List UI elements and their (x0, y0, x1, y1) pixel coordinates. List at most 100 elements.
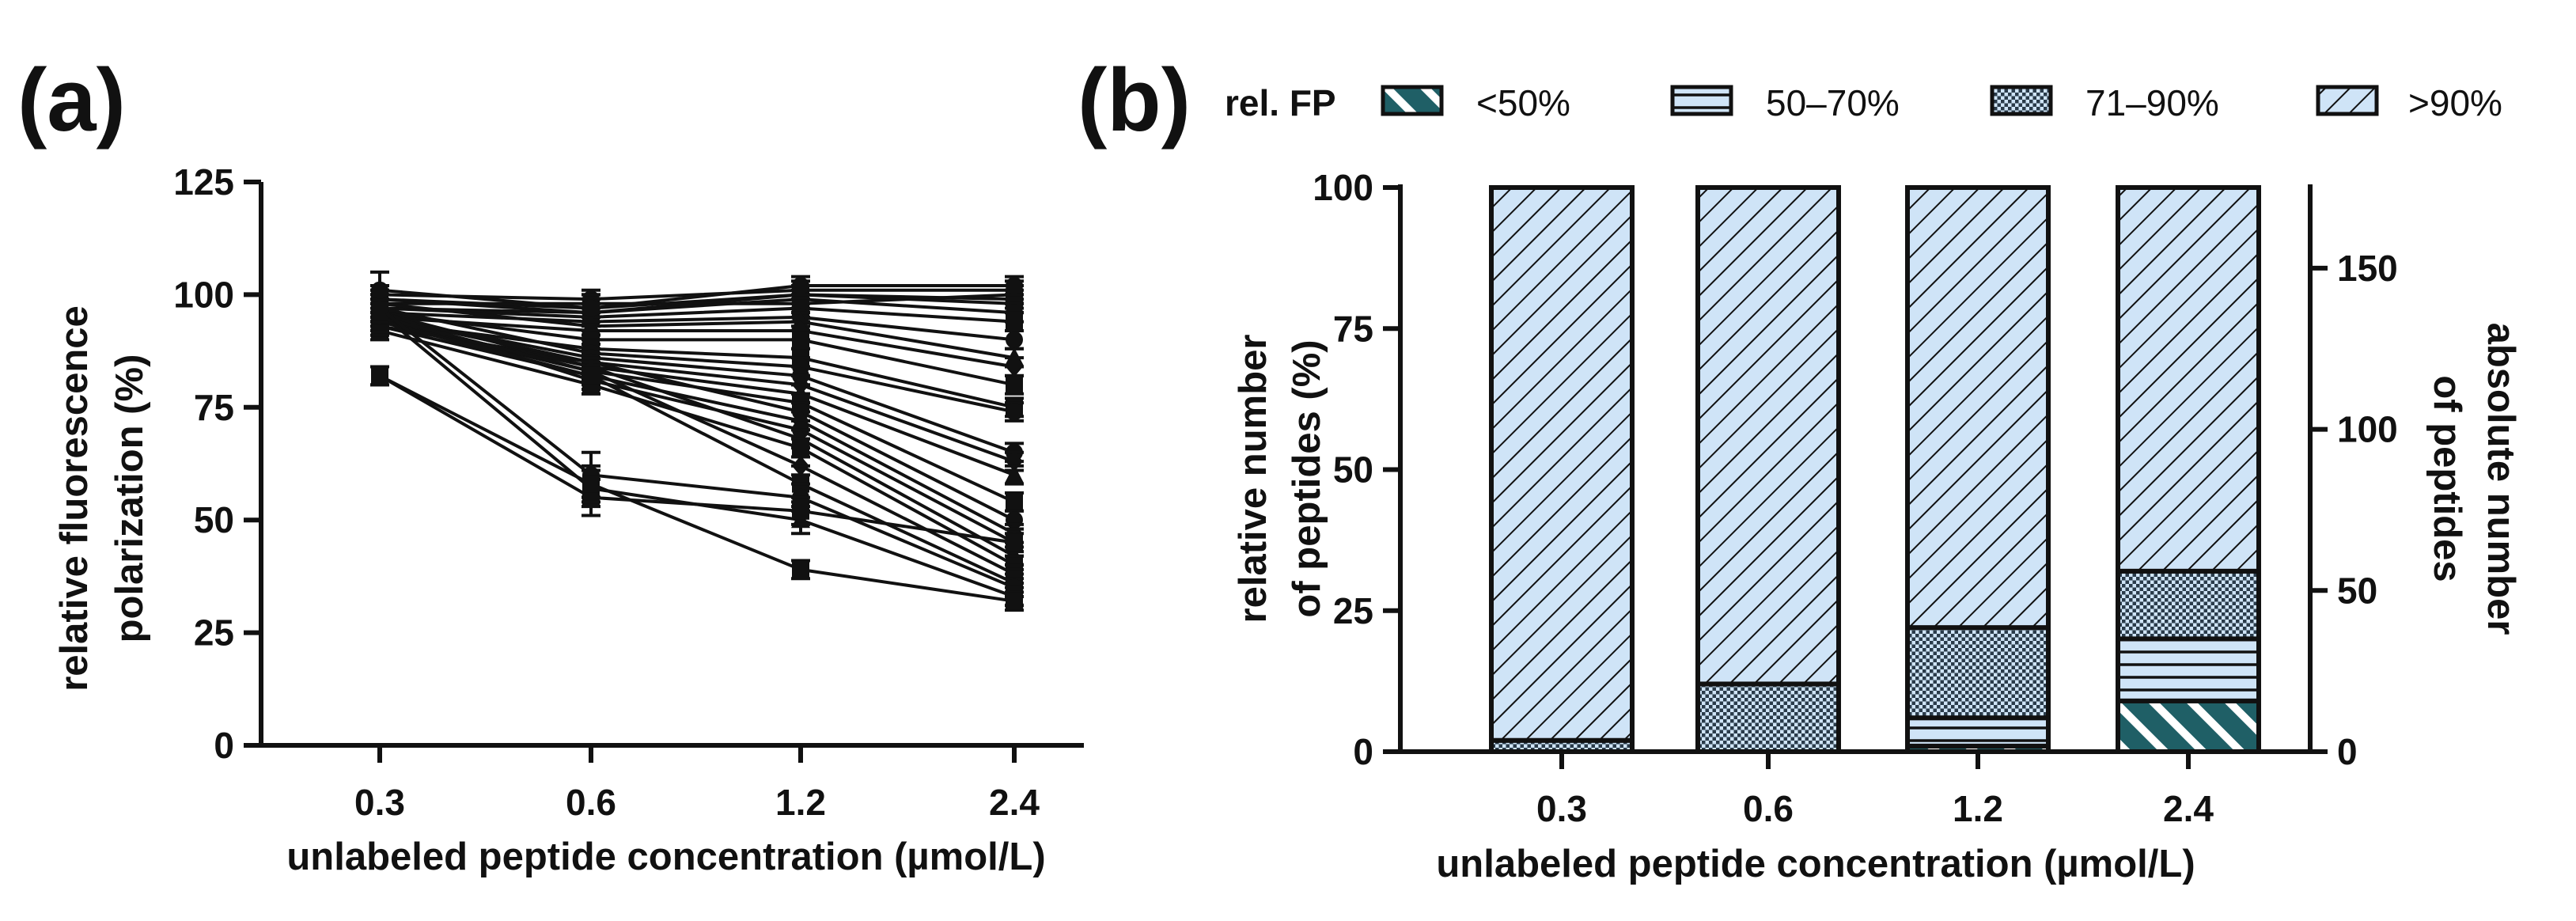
data-point (370, 302, 389, 321)
series-line (379, 284, 1014, 310)
data-point (582, 366, 600, 385)
data-point (792, 439, 809, 457)
bar-stack-2.4 (2116, 185, 2261, 755)
series-line (379, 306, 1015, 324)
y-tick-label: 75 (194, 387, 234, 428)
series-line (379, 374, 1015, 603)
legend-label-71-90: 71–90% (2085, 82, 2219, 123)
data-point (582, 299, 600, 317)
data-point (1006, 493, 1023, 511)
x-tick-label: 2.4 (989, 782, 1040, 823)
data-point (1006, 376, 1023, 394)
series-line (378, 306, 1015, 589)
data-point (371, 366, 388, 385)
series-line (379, 306, 1015, 414)
legend-label-gt90: >90% (2408, 82, 2502, 123)
panel-b-legend: rel. FP <50% 50–70% 71–90% >90% (1225, 82, 2502, 123)
series-line (379, 311, 1015, 387)
series-line (379, 311, 1015, 342)
data-point (792, 502, 809, 520)
data-point (1006, 356, 1023, 377)
y-tick-label: 75 (1333, 308, 1373, 349)
y-right-tick-label: 0 (2337, 731, 2358, 772)
panel-a-ylabel-line2: polarization (%) (108, 354, 151, 643)
legend-label-lt50: <50% (1476, 82, 1570, 123)
y-tick-label: 100 (1313, 167, 1373, 208)
panel-b-ylabel-right-line1: absolute number (2479, 323, 2522, 635)
data-point (1005, 464, 1024, 483)
series-line (379, 311, 1015, 544)
legend-swatch-50-70 (1670, 85, 1733, 116)
y-tick-label: 0 (1353, 731, 1373, 772)
panel-b: (b) rel. FP <50% 50–70% 71–90% >90% 0 25 5… (1078, 51, 2522, 885)
panel-a-series (370, 270, 1024, 612)
panel-a-axes: 0 25 50 75 100 125 0.3 0.6 1.2 2.4 (173, 161, 1084, 823)
data-point (1006, 403, 1023, 421)
bar-segment (2116, 636, 2261, 703)
bar-segment (2116, 698, 2261, 755)
series-line (379, 293, 1015, 315)
panel-b-axes: 0 25 50 75 100 0 50 100 150 0.3 0.6 1.2 2.4 (1313, 167, 2398, 829)
legend-title: rel. FP (1225, 82, 1336, 123)
bar-segment (2116, 185, 2261, 574)
data-point (792, 277, 809, 295)
series-line (379, 298, 1015, 315)
bar-segment (1695, 681, 1841, 754)
x-tick-label: 0.3 (1536, 788, 1587, 829)
bar-stack-0.6 (1695, 185, 1841, 754)
series-line (379, 320, 1015, 585)
y-right-tick-label: 100 (2337, 409, 2398, 450)
series-p28 (370, 270, 1024, 324)
y-right-tick-label: 50 (2337, 570, 2377, 611)
panel-a-xlabel: unlabeled peptide concentration (µmol/L) (286, 836, 1045, 878)
panel-b-ylabel-right-line2: of peptides (2426, 375, 2468, 582)
panel-b-ylabel-line2: of peptides (%) (1286, 339, 1328, 617)
series-line (379, 315, 1015, 521)
bar-segment (1695, 185, 1841, 687)
series-line (379, 301, 1015, 360)
data-point (1006, 533, 1023, 551)
series-line (379, 315, 1015, 576)
x-tick-label: 0.6 (566, 782, 616, 823)
bar-stack-0.3 (1489, 185, 1635, 754)
series-line (379, 329, 1015, 567)
series-line (379, 315, 1015, 454)
y-tick-label: 50 (1333, 449, 1373, 491)
series-line (379, 374, 1015, 544)
y-tick-label: 25 (1333, 590, 1373, 631)
y-tick-label: 100 (173, 274, 234, 315)
y-tick-label: 125 (173, 161, 234, 203)
bar-segment (2116, 568, 2261, 642)
series-line (379, 315, 1015, 369)
bar-stack-1.2 (1905, 185, 2051, 754)
legend-swatch-gt90 (2316, 85, 2379, 116)
data-point (792, 331, 809, 349)
panel-b-label: (b) (1078, 51, 1191, 150)
x-tick-label: 0.6 (1743, 788, 1794, 829)
legend-swatch-lt50 (1381, 85, 1444, 116)
bar-segment (1905, 715, 2051, 749)
data-point (371, 281, 388, 299)
bar-segment (1905, 185, 2051, 631)
data-point (792, 560, 809, 578)
series-p27 (370, 365, 1024, 612)
series-line (379, 320, 1015, 409)
x-tick-label: 1.2 (775, 782, 826, 823)
x-tick-label: 0.3 (354, 782, 405, 823)
panel-a-label: (a) (17, 51, 126, 150)
legend-label-50-70: 50–70% (1766, 82, 1900, 123)
y-tick-label: 0 (214, 725, 234, 766)
series-line (379, 324, 1015, 536)
x-tick-label: 1.2 (1953, 788, 2003, 829)
legend-swatch-71-90 (1990, 85, 2053, 116)
panel-b-bars (1489, 185, 2261, 755)
panel-a: (a) 0 25 50 75 100 125 0.3 0.6 1.2 2.4 relative f… (17, 51, 1084, 878)
data-point (1006, 313, 1023, 331)
panel-b-ylabel-line1: relative number (1232, 335, 1275, 623)
y-tick-label: 50 (194, 499, 234, 540)
data-point (582, 475, 600, 493)
panel-a-ylabel-line1: relative fluorescence (53, 305, 96, 692)
y-right-tick-label: 150 (2337, 248, 2398, 289)
bar-segment (1489, 185, 1635, 743)
